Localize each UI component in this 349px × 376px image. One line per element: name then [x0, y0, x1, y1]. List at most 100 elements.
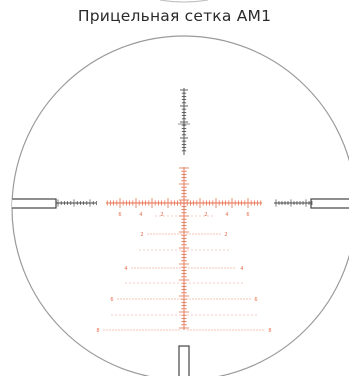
holdover-mid-dot [239, 314, 241, 316]
holdover-mid-dot [223, 314, 225, 316]
holdover-mid-dot [147, 314, 149, 316]
holdover-dot [207, 233, 209, 235]
holdover-dot [168, 233, 170, 235]
holdover-dot [118, 329, 120, 331]
holdover-mid-dot [137, 282, 139, 284]
holdover-dot [173, 267, 175, 269]
holdover-dot [143, 267, 145, 269]
holdover-mid-dot [175, 215, 177, 217]
holdover-dot [148, 329, 150, 331]
holdover-dot [201, 298, 203, 300]
holdover-mid-dot [155, 314, 157, 316]
holdover-dot [210, 298, 212, 300]
holdover-dot [190, 329, 192, 331]
holdover-dot [142, 329, 144, 331]
holdover-mid-dot [199, 249, 201, 251]
holdover-dot [219, 298, 221, 300]
holdover-right-label: 8 [268, 328, 271, 334]
holdover-dot [223, 329, 225, 331]
holdover-dot [153, 233, 155, 235]
holdover-dot [150, 233, 152, 235]
holdover-dot [160, 329, 162, 331]
holdover-mid-dot [215, 249, 217, 251]
holdover-dot [130, 329, 132, 331]
holdover-dot [207, 298, 209, 300]
holdover-dot [141, 298, 143, 300]
holdover-left-label: 8 [96, 328, 99, 334]
holdover-dot [217, 329, 219, 331]
holdover-dot [180, 298, 182, 300]
holdover-dot [206, 267, 208, 269]
holdover-dot [241, 329, 243, 331]
holdover-mid-dot [139, 249, 141, 251]
holdover-dot [168, 298, 170, 300]
holdover-mid-dot [211, 249, 213, 251]
holdover-mid-dot [187, 249, 189, 251]
holdover-dot [189, 298, 191, 300]
holdover-dot [177, 233, 179, 235]
holdover-dot [156, 233, 158, 235]
holdover-dot [230, 267, 232, 269]
holdover-dot [253, 329, 255, 331]
holdover-mid-dot [251, 314, 253, 316]
holdover-dot [170, 267, 172, 269]
holdover-dot [247, 329, 249, 331]
holdover-mid-dot [191, 215, 193, 217]
holdover-mid-dot [155, 215, 157, 217]
holdover-mid-dot [167, 249, 169, 251]
holdover-mid-dot [179, 249, 181, 251]
horizontal-scale-label: 6 [246, 212, 249, 218]
holdover-dot [165, 298, 167, 300]
holdover-dot [240, 298, 242, 300]
holdover-dot [197, 267, 199, 269]
holdover-dot [171, 233, 173, 235]
holdover-mid-dot [179, 314, 181, 316]
holdover-dot [135, 298, 137, 300]
holdover-mid-dot [187, 215, 189, 217]
holdover-dot [250, 329, 252, 331]
holdover-dot [193, 329, 195, 331]
holdover-dot [177, 298, 179, 300]
holdover-dot [205, 329, 207, 331]
holdover-mid-dot [203, 249, 205, 251]
holdover-dot [117, 298, 119, 300]
holdover-dot [109, 329, 111, 331]
holdover-dot [133, 329, 135, 331]
holdover-dot [227, 267, 229, 269]
holdover-dot [195, 233, 197, 235]
holdover-dot [175, 329, 177, 331]
holdover-mid-dot [165, 282, 167, 284]
holdover-dot [179, 267, 181, 269]
holdover-mid-dot [159, 314, 161, 316]
holdover-dot [178, 329, 180, 331]
holdover-dot [226, 329, 228, 331]
holdover-mid-dot [223, 249, 225, 251]
holdover-dot [164, 267, 166, 269]
holdover-dot [244, 329, 246, 331]
holdover-mid-dot [211, 314, 213, 316]
holdover-dot [222, 298, 224, 300]
holdover-mid-dot [207, 249, 209, 251]
holdover-dot [147, 298, 149, 300]
holdover-mid-dot [141, 282, 143, 284]
holdover-dot [155, 267, 157, 269]
holdover-dot [213, 298, 215, 300]
holdover-mid-dot [221, 282, 223, 284]
holdover-dot [200, 267, 202, 269]
holdover-mid-dot [211, 215, 213, 217]
holdover-dot [235, 329, 237, 331]
holdover-dot [171, 298, 173, 300]
top-arc [159, 0, 209, 3]
holdover-dot [151, 329, 153, 331]
holdover-dot [146, 267, 148, 269]
holdover-dot [172, 329, 174, 331]
holdover-dot [167, 267, 169, 269]
holdover-dot [140, 267, 142, 269]
holdover-mid-dot [179, 215, 181, 217]
holdover-dot [162, 298, 164, 300]
holdover-dot [215, 267, 217, 269]
holdover-dot [218, 267, 220, 269]
holdover-dot [165, 233, 167, 235]
